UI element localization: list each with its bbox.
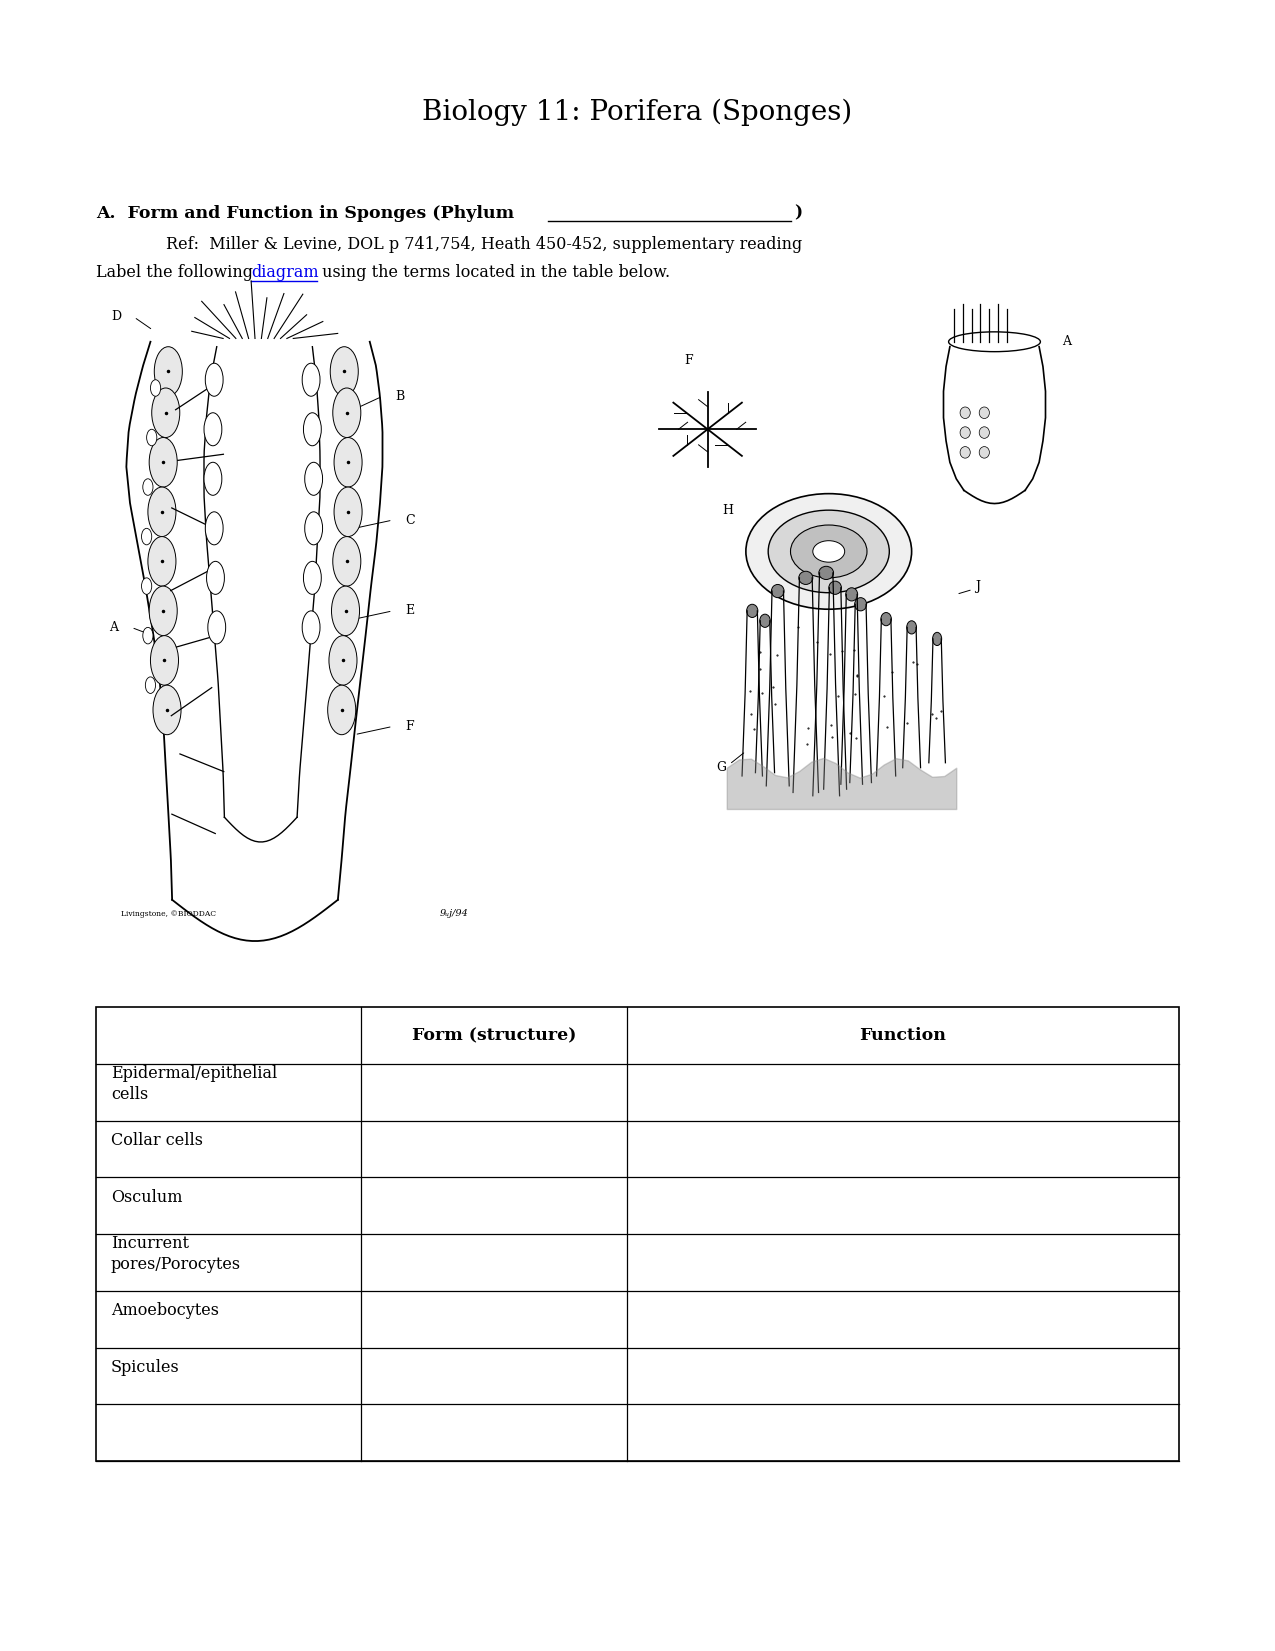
Ellipse shape bbox=[334, 438, 362, 487]
Ellipse shape bbox=[747, 604, 757, 617]
Text: D: D bbox=[111, 310, 121, 324]
Text: Collar cells: Collar cells bbox=[111, 1133, 203, 1149]
Ellipse shape bbox=[829, 581, 842, 594]
Ellipse shape bbox=[302, 363, 320, 396]
Ellipse shape bbox=[813, 540, 844, 563]
Ellipse shape bbox=[960, 447, 970, 457]
Text: A: A bbox=[110, 621, 119, 634]
Text: Label the following: Label the following bbox=[96, 264, 258, 281]
Text: H: H bbox=[722, 504, 733, 517]
Ellipse shape bbox=[142, 578, 152, 594]
Ellipse shape bbox=[143, 627, 153, 644]
Text: G: G bbox=[717, 761, 727, 774]
Ellipse shape bbox=[150, 380, 161, 396]
Ellipse shape bbox=[303, 413, 321, 446]
Ellipse shape bbox=[771, 584, 784, 598]
Bar bbox=[96, 1007, 1179, 1461]
Ellipse shape bbox=[305, 462, 323, 495]
Ellipse shape bbox=[798, 571, 813, 584]
Ellipse shape bbox=[333, 537, 361, 586]
Ellipse shape bbox=[302, 611, 320, 644]
Ellipse shape bbox=[303, 561, 321, 594]
Ellipse shape bbox=[205, 512, 223, 545]
Ellipse shape bbox=[153, 685, 181, 735]
Ellipse shape bbox=[768, 510, 890, 593]
Ellipse shape bbox=[152, 388, 180, 438]
Text: Epidermal/epithelial
cells: Epidermal/epithelial cells bbox=[111, 1065, 277, 1103]
Ellipse shape bbox=[148, 487, 176, 537]
Ellipse shape bbox=[145, 677, 156, 693]
Ellipse shape bbox=[979, 428, 989, 439]
Text: Ref:  Miller & Levine, DOL p 741,754, Heath 450-452, supplementary reading: Ref: Miller & Levine, DOL p 741,754, Hea… bbox=[166, 236, 802, 253]
Ellipse shape bbox=[142, 528, 152, 545]
Ellipse shape bbox=[148, 537, 176, 586]
Text: E: E bbox=[405, 604, 414, 617]
Text: using the terms located in the table below.: using the terms located in the table bel… bbox=[317, 264, 671, 281]
Ellipse shape bbox=[328, 685, 356, 735]
Ellipse shape bbox=[208, 611, 226, 644]
Ellipse shape bbox=[334, 487, 362, 537]
Ellipse shape bbox=[760, 614, 770, 627]
Ellipse shape bbox=[854, 598, 867, 611]
Ellipse shape bbox=[204, 413, 222, 446]
Text: diagram: diagram bbox=[251, 264, 319, 281]
Text: J: J bbox=[975, 580, 980, 593]
Text: 9ᵤj/94: 9ᵤj/94 bbox=[440, 910, 469, 918]
Text: F: F bbox=[685, 353, 692, 367]
Ellipse shape bbox=[790, 525, 867, 578]
Ellipse shape bbox=[330, 347, 358, 396]
Ellipse shape bbox=[907, 621, 917, 634]
Ellipse shape bbox=[204, 462, 222, 495]
Ellipse shape bbox=[205, 363, 223, 396]
Text: Function: Function bbox=[859, 1027, 946, 1043]
Ellipse shape bbox=[305, 512, 323, 545]
Ellipse shape bbox=[149, 438, 177, 487]
Text: A: A bbox=[1062, 335, 1071, 348]
Text: F: F bbox=[405, 720, 414, 733]
Ellipse shape bbox=[150, 636, 178, 685]
Ellipse shape bbox=[932, 632, 942, 646]
Text: A.  Form and Function in Sponges (Phylum: A. Form and Function in Sponges (Phylum bbox=[96, 205, 520, 221]
Text: Biology 11: Porifera (Sponges): Biology 11: Porifera (Sponges) bbox=[422, 99, 853, 127]
Text: Incurrent
pores/Porocytes: Incurrent pores/Porocytes bbox=[111, 1235, 241, 1273]
Text: C: C bbox=[405, 513, 416, 527]
Ellipse shape bbox=[819, 566, 834, 580]
Ellipse shape bbox=[979, 408, 989, 418]
Ellipse shape bbox=[881, 613, 891, 626]
Text: Amoebocytes: Amoebocytes bbox=[111, 1303, 219, 1319]
Text: Osculum: Osculum bbox=[111, 1189, 182, 1205]
Ellipse shape bbox=[149, 586, 177, 636]
Ellipse shape bbox=[960, 428, 970, 439]
Ellipse shape bbox=[207, 561, 224, 594]
Text: Spicules: Spicules bbox=[111, 1359, 180, 1377]
Ellipse shape bbox=[979, 447, 989, 457]
Text: ): ) bbox=[794, 205, 802, 221]
Ellipse shape bbox=[329, 636, 357, 685]
Ellipse shape bbox=[332, 586, 360, 636]
Ellipse shape bbox=[147, 429, 157, 446]
Text: Livingstone, ©BIODDAC: Livingstone, ©BIODDAC bbox=[121, 910, 217, 918]
Ellipse shape bbox=[143, 479, 153, 495]
Ellipse shape bbox=[154, 347, 182, 396]
Ellipse shape bbox=[333, 388, 361, 438]
Text: B: B bbox=[395, 390, 404, 403]
Ellipse shape bbox=[746, 494, 912, 609]
Text: Form (structure): Form (structure) bbox=[412, 1027, 576, 1043]
Ellipse shape bbox=[960, 408, 970, 418]
Ellipse shape bbox=[845, 588, 858, 601]
